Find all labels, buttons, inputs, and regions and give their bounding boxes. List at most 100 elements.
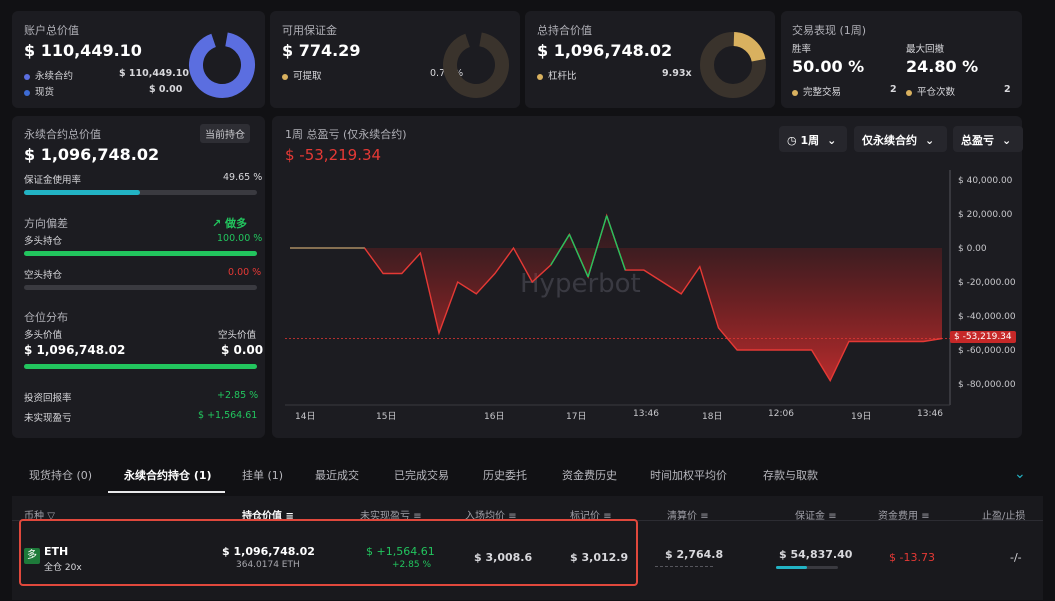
positive-segment	[606, 215, 626, 271]
perp-value: $ 110,449.10	[119, 68, 190, 79]
distribution-bar	[24, 364, 257, 369]
sort-icon: ≡	[413, 511, 422, 522]
x-tick-15: 15日	[376, 412, 397, 422]
header-margin[interactable]: 保证金 ≡	[795, 511, 837, 522]
sort-icon: ≡	[921, 511, 930, 522]
long-value: 100.00 %	[217, 233, 263, 244]
upnl-label: 未实现盈亏	[24, 413, 72, 424]
clock-icon: ◷	[787, 134, 801, 147]
scope-dropdown[interactable]: 仅永续合约 ⌄	[854, 126, 947, 152]
win-rate-value: 50.00 %	[792, 57, 865, 76]
leverage-value: 9.93x	[662, 68, 692, 79]
long-label: 多头持仓	[24, 236, 63, 247]
x-tick-1206: 12:06	[768, 409, 794, 419]
holding-card: 总持合价值 $ 1,096,748.02 杠杆比 9.93x	[525, 11, 775, 108]
margin-value: $ 774.29	[282, 41, 361, 60]
coin-name[interactable]: ETH	[44, 545, 69, 558]
tab-spot-positions[interactable]: 现货持仓 (0)	[29, 469, 93, 482]
header-coin[interactable]: 币种 ▽	[24, 511, 55, 522]
perf-title: 交易表现 (1周)	[792, 24, 867, 37]
long-value-label: 多头价值	[24, 330, 63, 341]
trades-value: 2	[890, 84, 897, 95]
expand-chevron-icon[interactable]: ⌄	[1014, 466, 1026, 482]
liq-underline	[655, 566, 713, 567]
account-value-title: 账户总价值	[24, 24, 79, 37]
highlight-box	[19, 519, 638, 586]
account-value-card: 账户总价值 $ 110,449.10 永续合约 $ 110,449.10 现货 …	[12, 11, 265, 108]
short-label: 空头持仓	[24, 270, 63, 281]
distribution-label: 仓位分布	[24, 311, 68, 324]
max-dd-label: 最大回撤	[906, 44, 945, 55]
sort-icon: ≡	[700, 511, 709, 522]
chevron-down-icon: ⌄	[1002, 134, 1012, 147]
row-upnl-pct: +2.85 %	[392, 560, 431, 570]
tab-perp-positions[interactable]: 永续合约持仓 (1)	[124, 469, 212, 482]
tab-twap[interactable]: 时间加权平均价	[650, 469, 727, 482]
row-liq-price: $ 2,764.8	[665, 548, 724, 561]
upnl-value: $ +1,564.61	[198, 410, 258, 421]
row-margin: $ 54,837.40	[779, 548, 853, 561]
x-tick-1346a: 13:46	[633, 409, 659, 419]
margin-mode: 全仓 20x	[44, 563, 82, 573]
row-mark-price: $ 3,012.9	[570, 551, 629, 564]
row-upnl: $ +1,564.61	[366, 545, 435, 558]
bias-label: 方向偏差	[24, 217, 68, 230]
header-funding[interactable]: 资金费用 ≡	[878, 511, 930, 522]
tab-completed-trades[interactable]: 已完成交易	[394, 469, 449, 482]
header-upnl[interactable]: 未实现盈亏 ≡	[360, 511, 422, 522]
header-mark[interactable]: 标记价 ≡	[570, 511, 612, 522]
header-entry[interactable]: 入场均价 ≡	[465, 511, 517, 522]
row-tpsl[interactable]: -/-	[1010, 551, 1022, 564]
roi-label: 投资回报率	[24, 393, 72, 404]
sort-icon: ≡	[508, 511, 517, 522]
y-tick-0: $ 0.00	[958, 244, 987, 254]
margin-usage-value: 49.65 %	[223, 172, 263, 183]
positions-table	[12, 496, 1043, 600]
trend-up-icon: ↗	[212, 217, 226, 230]
win-rate-label: 胜率	[792, 44, 812, 55]
y-tick-neg40000: $ -40,000.00	[958, 312, 1016, 322]
positive-segment	[550, 234, 571, 266]
chevron-down-icon: ⌄	[827, 134, 837, 147]
filter-icon[interactable]: ▽	[47, 511, 55, 522]
margin-usage-bar	[24, 190, 257, 195]
bias-value: ↗ 做多	[212, 217, 248, 230]
short-position-value: $ 0.00	[221, 343, 264, 357]
header-tpsl: 止盈/止损	[982, 511, 1026, 522]
perp-total-value: $ 1,096,748.02	[24, 145, 160, 164]
x-tick-17: 17日	[566, 412, 587, 422]
chart-value: $ -53,219.34	[285, 146, 382, 164]
header-position-value[interactable]: 持仓价值 ≡	[242, 511, 294, 522]
metric-dropdown[interactable]: 总盈亏 ⌄	[953, 126, 1023, 152]
chart-title: 1周 总盈亏 (仅永续合约)	[285, 128, 407, 141]
margin-usage-label: 保证金使用率	[24, 175, 82, 186]
margin-card: 可用保证金 $ 774.29 可提取 0.70 %	[270, 11, 520, 108]
account-value: $ 110,449.10	[24, 41, 142, 60]
y-tick-neg80000: $ -80,000.00	[958, 380, 1016, 390]
positive-segment	[587, 215, 608, 278]
close-count-value: 2	[1004, 84, 1011, 95]
x-tick-14: 14日	[295, 412, 316, 422]
tab-funding-history[interactable]: 资金费历史	[562, 469, 617, 482]
header-liq[interactable]: 清算价 ≡	[667, 511, 709, 522]
short-value: 0.00 %	[228, 267, 262, 278]
holding-donut-icon	[700, 31, 766, 98]
period-dropdown[interactable]: ◷ 1周 ⌄	[779, 126, 847, 152]
long-bar	[24, 251, 257, 256]
roi-value: +2.85 %	[217, 390, 259, 401]
row-funding: $ -13.73	[889, 551, 935, 564]
margin-mini-bar	[776, 566, 838, 569]
long-position-value: $ 1,096,748.02	[24, 343, 126, 357]
x-tick-1346b: 13:46	[917, 409, 943, 419]
y-tick-neg60000: $ -60,000.00	[958, 346, 1016, 356]
tab-order-history[interactable]: 历史委托	[483, 469, 527, 482]
current-value-label: $ -53,219.34	[950, 331, 1016, 344]
tab-recent-fills[interactable]: 最近成交	[315, 469, 359, 482]
pnl-area	[290, 215, 942, 381]
tab-open-orders[interactable]: 挂单 (1)	[242, 469, 284, 482]
trades-label: 完整交易	[792, 84, 841, 98]
spot-value: $ 0.00	[149, 84, 183, 95]
tab-deposits-withdrawals[interactable]: 存款与取款	[763, 469, 818, 482]
row-position-size: 364.0174 ETH	[236, 560, 300, 570]
current-position-badge: 当前持仓	[200, 124, 250, 143]
